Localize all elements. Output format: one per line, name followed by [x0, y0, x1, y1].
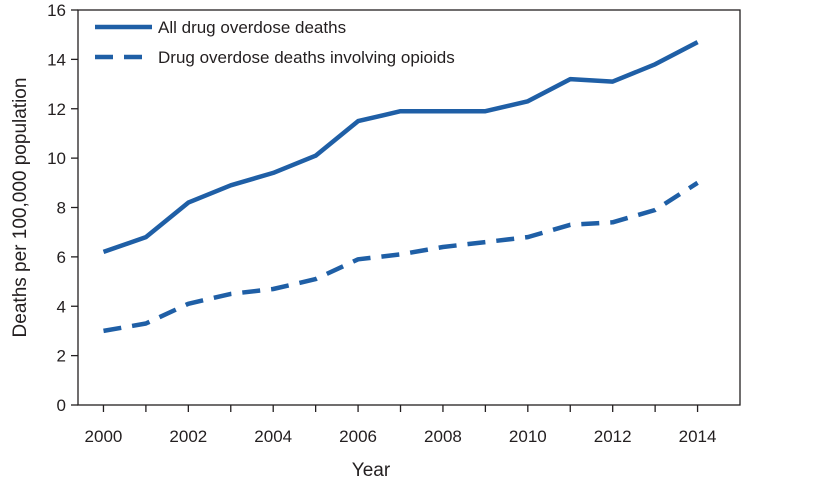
legend-label-all-drug: All drug overdose deaths: [158, 18, 346, 37]
legend-item-all-drug: All drug overdose deaths: [95, 18, 346, 37]
y-tick-label: 6: [57, 248, 66, 267]
y-tick-label: 14: [47, 50, 66, 69]
x-tick-label: 2008: [424, 427, 462, 446]
x-tick-label: 2000: [85, 427, 123, 446]
series-lines: [102, 40, 699, 334]
x-tick-label: 2004: [254, 427, 292, 446]
y-tick-label: 2: [57, 347, 66, 366]
x-tick-label: 2012: [594, 427, 632, 446]
legend: All drug overdose deaths Drug overdose d…: [95, 18, 455, 67]
x-tick-label: 2010: [509, 427, 547, 446]
y-tick-label: 8: [57, 199, 66, 218]
y-axis-title: Deaths per 100,000 population: [10, 78, 31, 338]
legend-label-opioids: Drug overdose deaths involving opioids: [158, 48, 455, 67]
x-tick-label: 2002: [169, 427, 207, 446]
legend-item-opioids: Drug overdose deaths involving opioids: [95, 48, 455, 67]
y-axis-ticks: 0 2 4 6 8 10 12 14 16: [47, 1, 78, 415]
series-line-all-drug: [102, 40, 699, 255]
y-tick-label: 16: [47, 1, 66, 20]
y-tick-label: 0: [57, 396, 66, 415]
y-tick-label: 12: [47, 100, 66, 119]
x-axis-title: Year: [352, 460, 391, 481]
y-tick-label: 10: [47, 149, 66, 168]
x-tick-label: 2006: [339, 427, 377, 446]
x-tick-label: 2014: [679, 427, 717, 446]
series-line-opioids: [103, 180, 699, 334]
plot-frame: [77, 9, 741, 406]
y-tick-label: 4: [57, 297, 66, 316]
x-axis-ticks: 2000 2002 2004 2006 2008 2010 2012 2014: [85, 405, 717, 446]
